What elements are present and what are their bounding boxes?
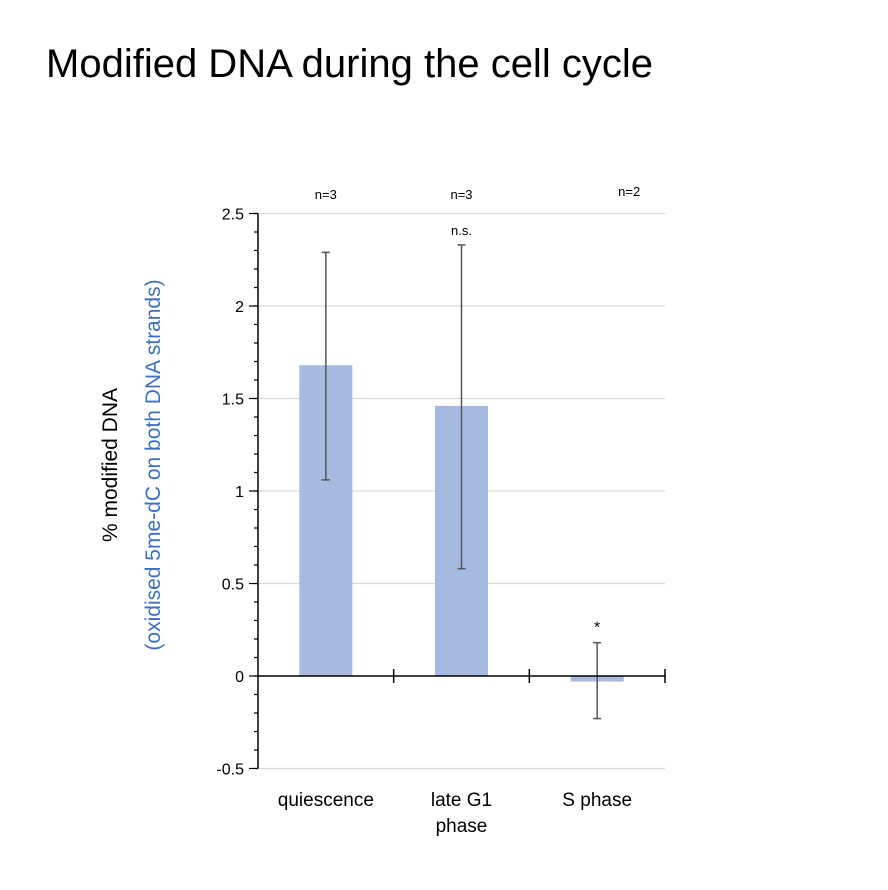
y-tick-label: 0.5 [222, 577, 244, 594]
chart-title: Modified DNA during the cell cycle [46, 42, 653, 86]
x-tick-label: phase [436, 816, 488, 837]
y-tick-label: 2.5 [222, 207, 244, 224]
significance-label: n.s. [451, 223, 472, 238]
n-label: n=2 [618, 184, 640, 199]
x-tick-label: S phase [562, 790, 632, 811]
y-tick-label: 1 [235, 484, 244, 501]
significance-label: * [594, 620, 600, 637]
x-tick-label: quiescence [278, 790, 374, 811]
y-tick-label: 2 [235, 299, 244, 316]
y-axis-sublabel: (oxidised 5me-dC on both DNA strands) [142, 279, 165, 650]
n-label: n=3 [450, 187, 472, 202]
y-tick-label: 1.5 [222, 392, 244, 409]
y-tick-label: 0 [235, 669, 244, 686]
y-axis-label: % modified DNA [99, 388, 122, 542]
n-label: n=3 [315, 187, 337, 202]
y-tick-label: -0.5 [216, 762, 244, 779]
x-tick-label: late G1 [431, 790, 492, 811]
